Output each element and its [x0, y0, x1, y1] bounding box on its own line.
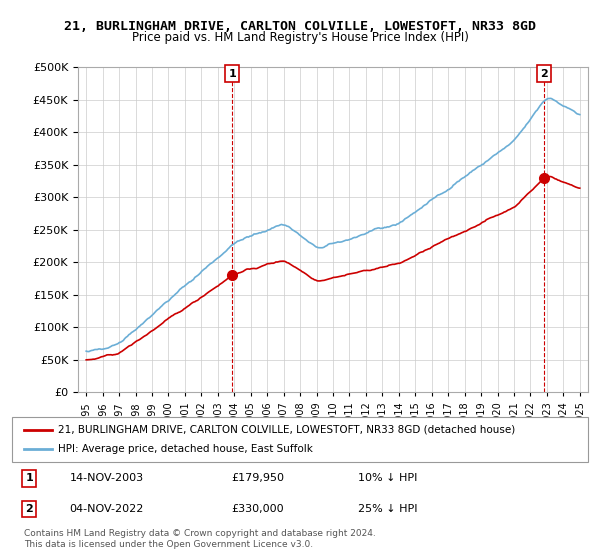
Text: 14-NOV-2003: 14-NOV-2003 [70, 473, 144, 483]
Text: 2: 2 [25, 504, 33, 514]
Text: 1: 1 [228, 69, 236, 79]
Text: 21, BURLINGHAM DRIVE, CARLTON COLVILLE, LOWESTOFT, NR33 8GD (detached house): 21, BURLINGHAM DRIVE, CARLTON COLVILLE, … [58, 424, 515, 435]
Text: HPI: Average price, detached house, East Suffolk: HPI: Average price, detached house, East… [58, 445, 313, 455]
Text: 04-NOV-2022: 04-NOV-2022 [70, 504, 144, 514]
Text: 2: 2 [541, 69, 548, 79]
Text: 25% ↓ HPI: 25% ↓ HPI [358, 504, 417, 514]
Text: £179,950: £179,950 [231, 473, 284, 483]
Text: 10% ↓ HPI: 10% ↓ HPI [358, 473, 417, 483]
Text: £330,000: £330,000 [231, 504, 284, 514]
FancyBboxPatch shape [12, 417, 588, 462]
Text: 1: 1 [25, 473, 33, 483]
Text: 21, BURLINGHAM DRIVE, CARLTON COLVILLE, LOWESTOFT, NR33 8GD: 21, BURLINGHAM DRIVE, CARLTON COLVILLE, … [64, 20, 536, 32]
Text: Price paid vs. HM Land Registry's House Price Index (HPI): Price paid vs. HM Land Registry's House … [131, 31, 469, 44]
Text: Contains HM Land Registry data © Crown copyright and database right 2024.
This d: Contains HM Land Registry data © Crown c… [24, 529, 376, 549]
